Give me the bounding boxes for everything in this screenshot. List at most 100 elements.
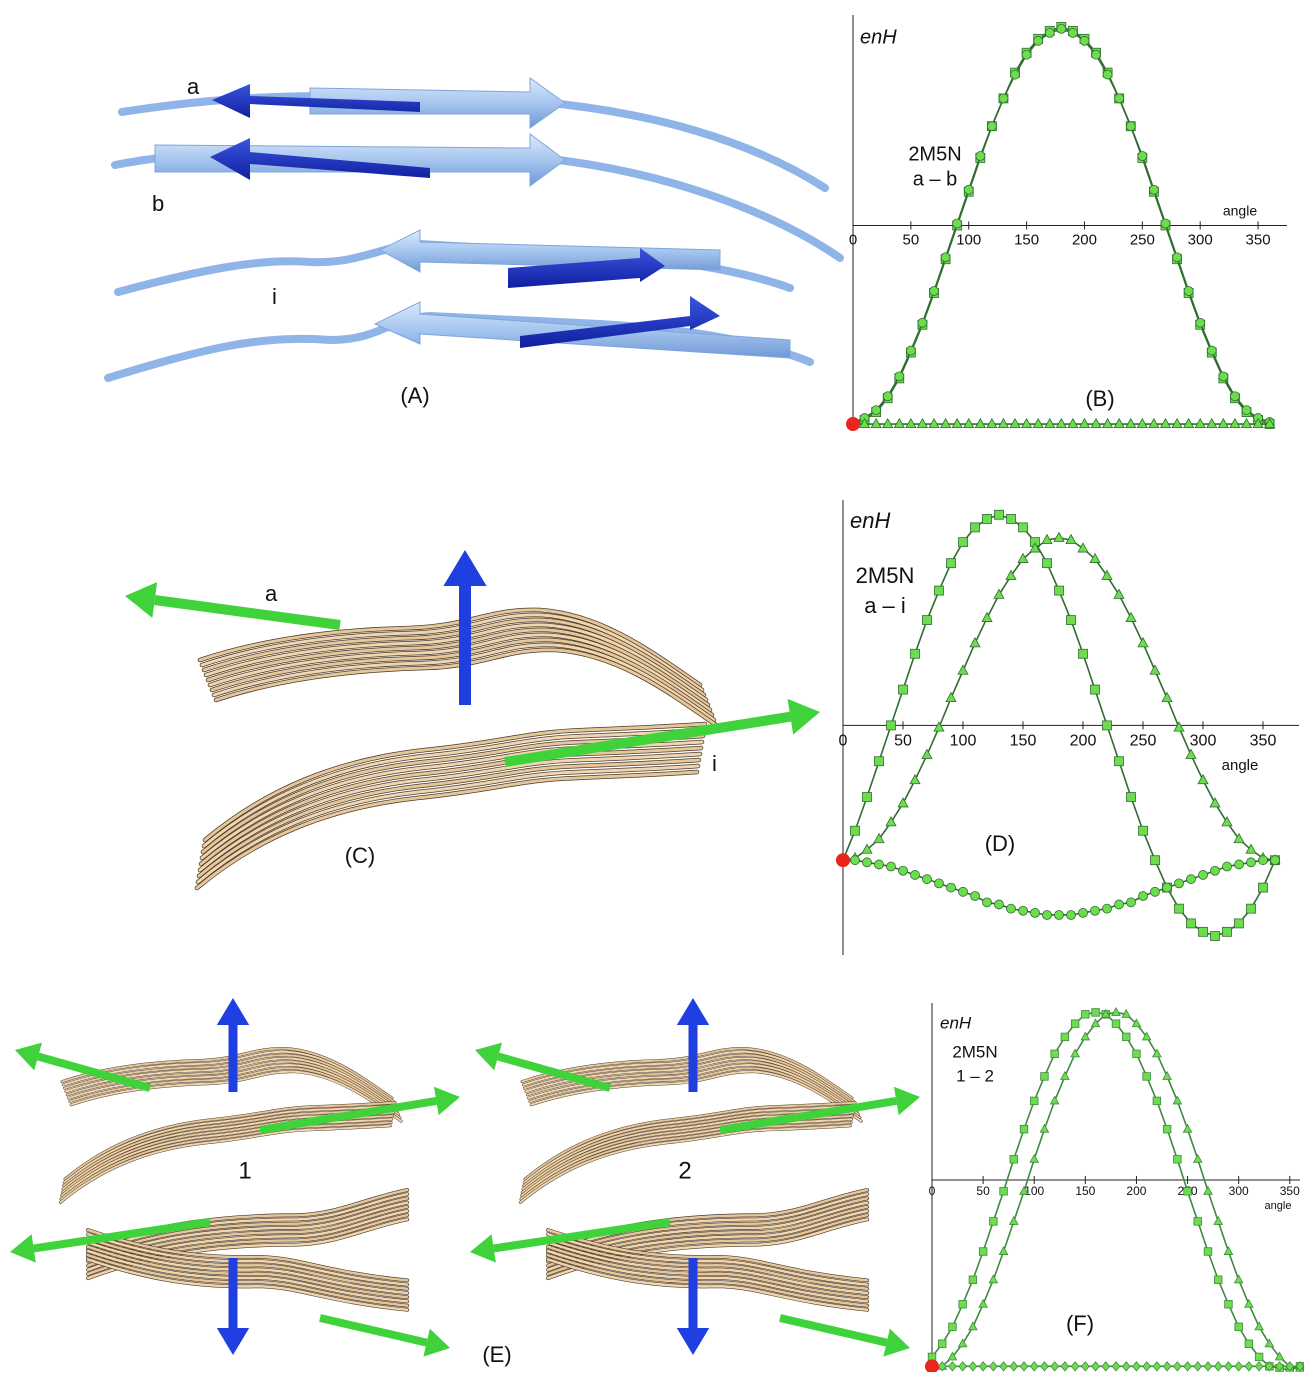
- data-point: [1259, 883, 1268, 892]
- data-point: [917, 419, 927, 428]
- x-axis-label: angle: [1222, 757, 1259, 774]
- panel-label: (E): [482, 1342, 511, 1367]
- data-point: [883, 392, 892, 401]
- data-point: [1207, 419, 1217, 428]
- x-axis-label: angle: [1265, 1200, 1292, 1212]
- data-point: [1103, 721, 1112, 730]
- data-point: [952, 419, 962, 428]
- data-point: [1173, 1096, 1181, 1104]
- arrow-head: [894, 1087, 920, 1115]
- data-point: [958, 665, 968, 674]
- x-tick-label: 150: [1014, 231, 1039, 248]
- data-point: [1020, 1362, 1028, 1371]
- data-point: [1255, 1353, 1263, 1361]
- data-point: [872, 406, 881, 415]
- data-point: [1133, 1362, 1141, 1371]
- data-point: [863, 793, 872, 802]
- data-point: [1245, 1362, 1253, 1371]
- group-label: 1: [238, 1157, 251, 1184]
- data-point: [1198, 775, 1208, 784]
- data-point: [1139, 826, 1148, 835]
- data-point: [941, 419, 951, 428]
- data-point: [1051, 1050, 1059, 1058]
- data-point: [947, 559, 956, 568]
- data-point: [923, 616, 932, 625]
- data-point: [969, 1362, 977, 1371]
- data-point: [1245, 1340, 1253, 1348]
- strand-bundle: [197, 724, 705, 888]
- arrow-head: [677, 1328, 709, 1355]
- data-point: [1122, 1362, 1130, 1371]
- arrow-head: [470, 1234, 496, 1262]
- data-point: [1225, 1362, 1233, 1371]
- data-point: [1172, 419, 1182, 428]
- data-point: [1194, 1155, 1202, 1163]
- x-tick-label: 150: [1075, 1184, 1095, 1198]
- x-tick-label: 100: [950, 733, 977, 750]
- data-point: [1195, 419, 1205, 428]
- x-tick-label: 200: [1126, 1184, 1146, 1198]
- data-point: [969, 1322, 977, 1330]
- data-point: [1000, 1187, 1008, 1195]
- data-point: [911, 649, 920, 658]
- data-point: [1122, 1033, 1130, 1041]
- data-point: [1010, 1217, 1018, 1225]
- data-point: [1091, 685, 1100, 694]
- data-point: [1030, 1155, 1038, 1163]
- data-point: [1056, 419, 1066, 428]
- panel-label: (C): [345, 843, 376, 868]
- data-point: [964, 185, 973, 194]
- x-tick-label: 50: [903, 231, 920, 248]
- data-point: [1173, 253, 1182, 262]
- data-point: [1010, 419, 1020, 428]
- data-point: [1199, 927, 1208, 936]
- data-point: [1211, 932, 1220, 941]
- data-point: [1082, 1362, 1090, 1371]
- data-point: [1019, 906, 1028, 915]
- group-label: 2: [678, 1157, 691, 1184]
- data-point: [1068, 419, 1078, 428]
- arrow-head: [217, 998, 249, 1025]
- data-point: [906, 346, 915, 355]
- data-point: [1149, 419, 1159, 428]
- strand-bundle: [200, 610, 716, 725]
- data-point: [983, 898, 992, 907]
- data-point: [1115, 900, 1124, 909]
- data-point: [1055, 586, 1064, 595]
- data-point: [1175, 904, 1184, 913]
- data-point: [1219, 372, 1228, 381]
- data-point: [975, 419, 985, 428]
- data-point: [1224, 1247, 1232, 1255]
- data-point: [1161, 419, 1171, 428]
- data-point: [1247, 904, 1256, 913]
- data-point: [898, 798, 908, 807]
- data-point: [895, 372, 904, 381]
- x-tick-label: 300: [1188, 231, 1213, 248]
- data-point: [1010, 1362, 1018, 1371]
- data-point: [969, 1276, 977, 1284]
- data-point: [1196, 318, 1205, 327]
- data-point: [1126, 419, 1136, 428]
- data-point: [1223, 862, 1232, 871]
- origin-dot: [846, 417, 860, 431]
- data-point: [934, 722, 944, 731]
- data-point: [1204, 1362, 1212, 1371]
- data-point: [959, 1300, 967, 1308]
- data-point: [1091, 906, 1100, 915]
- data-point: [1255, 1322, 1263, 1330]
- arrow-head: [217, 1328, 249, 1355]
- data-point: [947, 883, 956, 892]
- data-point: [1184, 1187, 1192, 1195]
- data-point: [910, 775, 920, 784]
- x-tick-label: 100: [1024, 1184, 1044, 1198]
- data-point: [1031, 908, 1040, 917]
- data-point: [871, 419, 881, 428]
- data-point: [938, 1340, 946, 1348]
- data-point: [1214, 1276, 1222, 1284]
- data-point: [1068, 28, 1077, 37]
- data-point: [1057, 24, 1066, 33]
- data-point: [1137, 419, 1147, 428]
- x-tick-label: 250: [1130, 231, 1155, 248]
- data-point: [1067, 910, 1076, 919]
- arrow-shaft: [320, 1318, 427, 1343]
